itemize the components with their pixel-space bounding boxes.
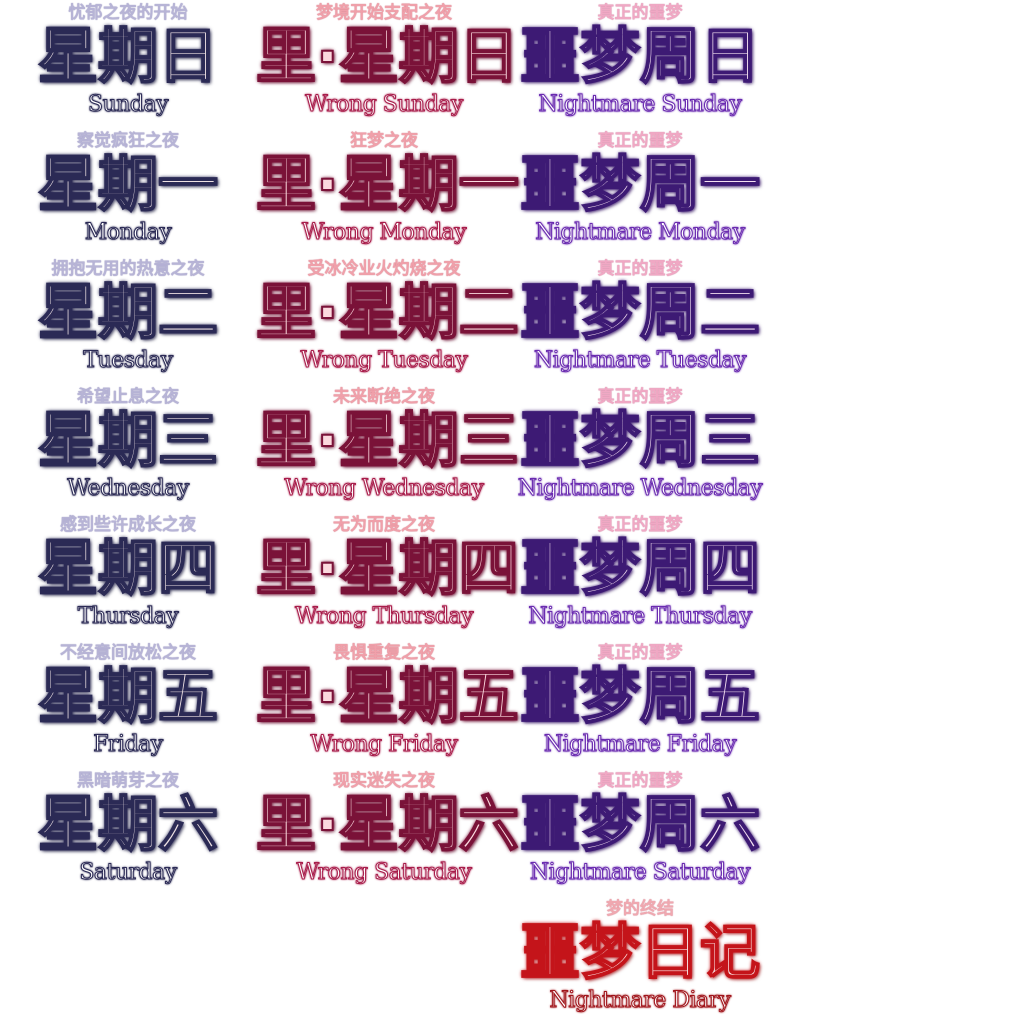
stage-title: 里·星期三	[255, 405, 520, 477]
stage-english-name: Friday	[93, 732, 164, 758]
stage-subtitle: 梦境开始支配之夜	[316, 3, 452, 23]
stage-english-name: Wrong Thursday	[294, 604, 474, 630]
stage-english-name: Wrong Saturday	[296, 860, 472, 886]
stage-title: 噩梦周五	[519, 661, 761, 733]
stage-title-nightmare-thursday: 真正的噩梦 噩梦周四 Nightmare Thursday	[512, 512, 768, 640]
stage-english-name: Thursday	[77, 604, 179, 630]
stage-title-sunday: 忧郁之夜的开始 星期日 Sunday	[0, 0, 256, 128]
stage-subtitle: 现实迷失之夜	[333, 771, 435, 791]
stage-subtitle: 受冰冷业火灼烧之夜	[307, 259, 461, 279]
stage-title-nightmare-diary: 梦的终结 噩梦日记 Nightmare Diary	[512, 896, 768, 1024]
stage-english-name: Sunday	[87, 92, 169, 118]
stage-title-saturday: 黑暗萌芽之夜 星期六 Saturday	[0, 768, 256, 896]
stage-english-name: Wednesday	[67, 476, 190, 502]
stage-subtitle: 忧郁之夜的开始	[68, 3, 188, 23]
stage-title-nightmare-tuesday: 真正的噩梦 噩梦周二 Nightmare Tuesday	[512, 256, 768, 384]
stage-english-name: Saturday	[79, 860, 178, 886]
stage-title: 里·星期五	[255, 661, 520, 733]
stage-title-wrong-sunday: 梦境开始支配之夜 里·星期日 Wrong Sunday	[255, 0, 520, 128]
stage-title-thursday: 感到些许成长之夜 星期四 Thursday	[0, 512, 256, 640]
stage-title: 噩梦周六	[519, 789, 761, 861]
stage-title-wrong-friday: 畏惧重复之夜 里·星期五 Wrong Friday	[255, 640, 520, 768]
stage-title: 里·星期日	[255, 21, 520, 93]
stage-english-name: Nightmare Sunday	[538, 92, 742, 118]
stage-subtitle: 真正的噩梦	[597, 643, 683, 663]
stage-subtitle: 察觉疯狂之夜	[77, 131, 179, 151]
stage-title: 噩梦周一	[519, 149, 761, 221]
stage-subtitle: 畏惧重复之夜	[333, 643, 435, 663]
stage-subtitle: 真正的噩梦	[597, 259, 683, 279]
stage-english-name: Wrong Monday	[301, 220, 467, 246]
stage-title: 星期二	[37, 277, 219, 349]
stage-english-name: Wrong Tuesday	[300, 348, 468, 374]
stage-title: 里·星期二	[255, 277, 520, 349]
stage-english-name: Nightmare Tuesday	[533, 348, 747, 374]
stage-subtitle: 梦的终结	[606, 899, 674, 919]
stage-title-wednesday: 希望止息之夜 星期三 Wednesday	[0, 384, 256, 512]
stage-title-nightmare-monday: 真正的噩梦 噩梦周一 Nightmare Monday	[512, 128, 768, 256]
stage-title-wrong-thursday: 无为而度之夜 里·星期四 Wrong Thursday	[255, 512, 520, 640]
stage-title: 噩梦周二	[519, 277, 761, 349]
stage-title: 噩梦周三	[519, 405, 761, 477]
stage-subtitle: 真正的噩梦	[597, 515, 683, 535]
stage-title-nightmare-sunday: 真正的噩梦 噩梦周日 Nightmare Sunday	[512, 0, 768, 128]
stage-title: 星期四	[37, 533, 219, 605]
stage-title-wrong-saturday: 现实迷失之夜 里·星期六 Wrong Saturday	[255, 768, 520, 896]
stage-title: 里·星期四	[255, 533, 520, 605]
stage-subtitle: 不经意间放松之夜	[60, 643, 196, 663]
stage-title: 里·星期六	[255, 789, 520, 861]
stage-english-name: Wrong Sunday	[305, 92, 464, 118]
stage-title: 星期日	[37, 21, 219, 93]
stage-title-tuesday: 拥抱无用的热意之夜 星期二 Tuesday	[0, 256, 256, 384]
stage-title: 星期六	[37, 789, 219, 861]
stage-subtitle: 希望止息之夜	[77, 387, 179, 407]
stage-title: 星期一	[37, 149, 219, 221]
stage-subtitle: 感到些许成长之夜	[60, 515, 196, 535]
stage-title-nightmare-friday: 真正的噩梦 噩梦周五 Nightmare Friday	[512, 640, 768, 768]
stage-title-wrong-wednesday: 未来断绝之夜 里·星期三 Wrong Wednesday	[255, 384, 520, 512]
stage-subtitle: 真正的噩梦	[597, 771, 683, 791]
stage-subtitle: 真正的噩梦	[597, 131, 683, 151]
stage-title-monday: 察觉疯狂之夜 星期一 Monday	[0, 128, 256, 256]
stage-title-friday: 不经意间放松之夜 星期五 Friday	[0, 640, 256, 768]
stage-title: 噩梦周日	[519, 21, 761, 93]
stage-english-name: Nightmare Monday	[535, 220, 746, 246]
stage-title: 里·星期一	[255, 149, 520, 221]
stage-title: 噩梦周四	[519, 533, 761, 605]
stage-subtitle: 真正的噩梦	[597, 387, 683, 407]
stage-subtitle: 狂梦之夜	[350, 131, 418, 151]
stage-title-wrong-tuesday: 受冰冷业火灼烧之夜 里·星期二 Wrong Tuesday	[255, 256, 520, 384]
stage-english-name: Nightmare Saturday	[529, 860, 751, 886]
stage-english-name: Nightmare Wednesday	[517, 476, 763, 502]
stage-english-name: Nightmare Diary	[549, 988, 732, 1014]
stage-english-name: Monday	[84, 220, 172, 246]
stage-english-name: Tuesday	[83, 348, 174, 374]
stage-title: 星期三	[37, 405, 219, 477]
stage-title: 星期五	[37, 661, 219, 733]
stage-english-name: Nightmare Friday	[543, 732, 737, 758]
stage-title-wrong-monday: 狂梦之夜 里·星期一 Wrong Monday	[255, 128, 520, 256]
stage-english-name: Wrong Wednesday	[284, 476, 485, 502]
stage-subtitle: 无为而度之夜	[333, 515, 435, 535]
stage-english-name: Nightmare Thursday	[528, 604, 753, 630]
stage-title-nightmare-wednesday: 真正的噩梦 噩梦周三 Nightmare Wednesday	[512, 384, 768, 512]
stage-english-name: Wrong Friday	[310, 732, 459, 758]
stage-title-nightmare-saturday: 真正的噩梦 噩梦周六 Nightmare Saturday	[512, 768, 768, 896]
stage-subtitle: 真正的噩梦	[597, 3, 683, 23]
stage-subtitle: 黑暗萌芽之夜	[77, 771, 179, 791]
stage-subtitle: 未来断绝之夜	[333, 387, 435, 407]
stage-subtitle: 拥抱无用的热意之夜	[51, 259, 205, 279]
stage-title: 噩梦日记	[519, 917, 761, 989]
